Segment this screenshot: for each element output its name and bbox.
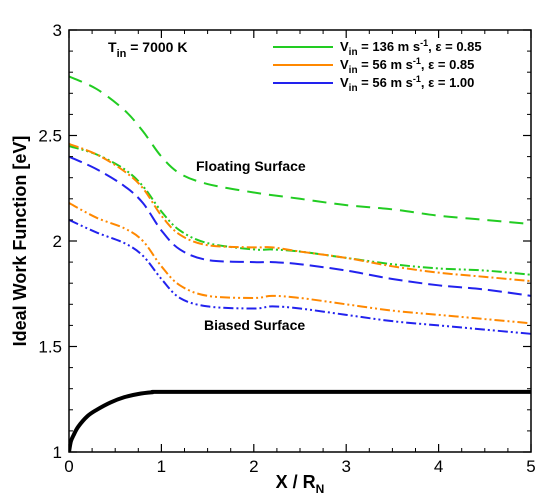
- x-tick-label: 0: [64, 457, 73, 476]
- legend-label: Vin = 56 m s-1, ε = 1.00: [340, 74, 474, 94]
- legend-label: Vin = 56 m s-1, ε = 0.85: [340, 56, 474, 76]
- series-line-floating-2: [69, 145, 531, 276]
- x-tick-label: 3: [341, 457, 350, 476]
- x-axis-label-main: X / R: [276, 472, 316, 492]
- body-profile-line: [69, 389, 531, 452]
- chart-title-rest: = 7000 K: [126, 39, 187, 55]
- x-axis-label-sub: N: [316, 482, 325, 496]
- legend-label: Vin = 136 m s-1, ε = 0.85: [340, 38, 482, 58]
- series-line-floating-1: [69, 75, 531, 226]
- y-tick-label: 2.5: [38, 127, 62, 146]
- y-axis-label: Ideal Work Function [eV]: [10, 136, 30, 347]
- x-tick-label: 1: [157, 457, 166, 476]
- series-line-biased-6: [69, 218, 531, 335]
- legend-entry-1: Vin = 136 m s-1, ε = 0.85: [273, 38, 482, 58]
- plot-frame: [68, 29, 532, 453]
- floating-surface-annotation: Floating Surface: [196, 158, 306, 174]
- series-line-floating-3: [69, 143, 531, 283]
- x-tick-label: 2: [249, 457, 258, 476]
- legend-entry-2: Vin = 56 m s-1, ε = 0.85: [273, 56, 474, 76]
- series-line-floating-4: [69, 155, 531, 297]
- chart-title-main: T: [108, 39, 117, 55]
- y-tick-label: 1: [53, 443, 62, 462]
- y-tick-label: 2: [53, 232, 62, 251]
- series-layer: [69, 75, 531, 452]
- x-tick-label: 4: [434, 457, 443, 476]
- x-axis-label: X / RN: [276, 472, 325, 496]
- biased-surface-annotation: Biased Surface: [204, 317, 305, 333]
- series-line-biased-5: [69, 202, 531, 325]
- legend-entry-3: Vin = 56 m s-1, ε = 1.00: [273, 74, 474, 94]
- y-tick-label: 1.5: [38, 338, 62, 357]
- ticks-layer: 0 1 2 3 4 511.522.53: [38, 21, 535, 476]
- chart-title-sub: in: [117, 48, 127, 60]
- x-tick-label: 5: [526, 457, 535, 476]
- chart-title: Tin = 7000 K: [108, 39, 187, 60]
- y-tick-label: 3: [53, 21, 62, 40]
